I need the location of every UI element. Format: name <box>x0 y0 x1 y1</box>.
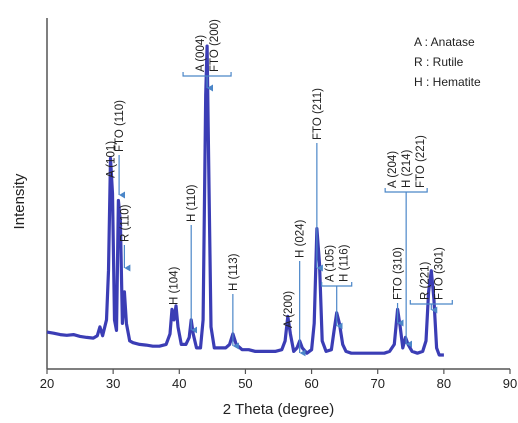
peak-label: FTO (301) <box>433 247 445 300</box>
legend-entry: A : Anatase <box>414 35 475 49</box>
peak-label: A (101) <box>105 141 117 178</box>
x-tick-label: 70 <box>370 376 384 391</box>
peak-label: A (105) <box>325 245 337 282</box>
peak-label: H (116) <box>339 244 351 282</box>
x-tick-label: 60 <box>304 376 318 391</box>
x-tick-label: 80 <box>437 376 451 391</box>
xrd-series-line <box>46 44 444 357</box>
peak-label: R (110) <box>119 204 131 242</box>
peak-label: H (110) <box>186 184 198 222</box>
peak-label: FTO (110) <box>114 100 126 152</box>
peak-label: FTO (200) <box>209 19 221 72</box>
x-tick-label: 90 <box>503 376 517 391</box>
peak-label: A (204) <box>387 151 399 188</box>
peak-label: FTO (221) <box>415 135 427 188</box>
peak-bracket <box>409 300 453 305</box>
peak-label: H (113) <box>228 253 240 291</box>
peak-label: H (104) <box>168 266 180 305</box>
peak-label: A (200) <box>283 291 295 328</box>
peak-label: R (221) <box>419 261 431 300</box>
peak-label: FTO (211) <box>312 88 324 140</box>
legend-entry: R : Rutile <box>414 55 464 69</box>
peak-label: H (214) <box>401 149 413 188</box>
peak-label: FTO (310) <box>393 247 405 300</box>
peak-label: H (024) <box>295 219 307 258</box>
x-tick-label: 50 <box>238 376 252 391</box>
x-tick-label: 40 <box>172 376 186 391</box>
x-axis-title: 2 Theta (degree) <box>223 401 334 418</box>
legend-entry: H : Hematite <box>414 75 481 89</box>
x-tick-label: 20 <box>40 376 54 391</box>
y-axis-title: Intensity <box>11 173 28 229</box>
x-tick-label: 30 <box>106 376 120 391</box>
peak-label: A (004) <box>195 35 207 72</box>
